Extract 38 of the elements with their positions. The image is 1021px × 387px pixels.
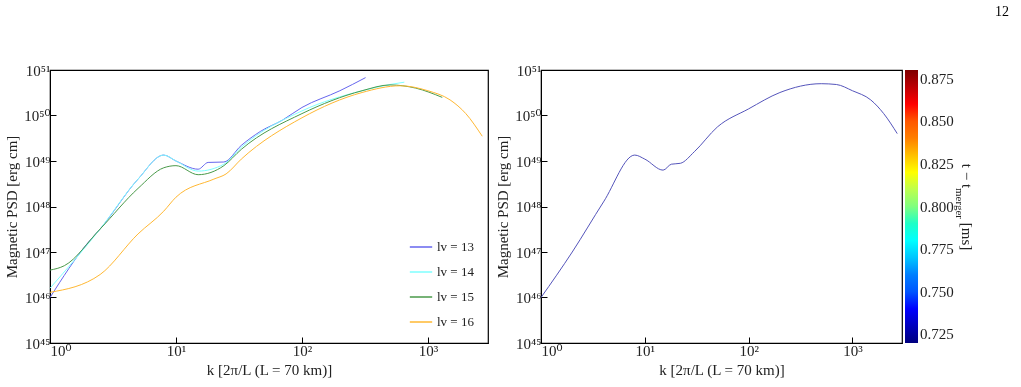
legend-label: lv = 14 (437, 264, 475, 279)
y-tick-label: 10⁴⁶ (25, 290, 51, 306)
y-axis-title: Magnetic PSD [erg cm] (495, 135, 512, 279)
y-tick-label: 10⁴⁶ (516, 290, 542, 306)
x-tick-label: 10⁰ (50, 342, 72, 359)
y-tick-label: 10⁵⁰ (515, 108, 542, 124)
y-tick-label: 10⁴⁸ (25, 199, 51, 215)
color-bar-label: 0.800 (920, 198, 954, 215)
y-tick-label: 10⁵⁰ (24, 108, 51, 124)
y-tick-label: 10⁴⁵ (516, 335, 542, 352)
x-tick-label: 10³ (843, 342, 864, 359)
color-bar-label: 0.850 (920, 113, 954, 130)
x-tick-label: 10² (292, 342, 313, 359)
y-tick-label: 10⁵¹ (516, 62, 542, 79)
x-tick-label: 10⁰ (541, 342, 563, 359)
color-bar-label: 0.775 (920, 241, 954, 258)
legend-label: lv = 15 (437, 289, 474, 304)
legend-label: lv = 16 (437, 314, 475, 329)
y-tick-label: 10⁴⁷ (25, 244, 51, 261)
x-tick-label: 10¹ (635, 342, 656, 359)
x-tick-label: 10¹ (166, 342, 187, 359)
color-bar-label: 0.825 (920, 155, 954, 172)
y-tick-label: 10⁴⁹ (25, 153, 51, 170)
y-tick-label: 10⁴⁵ (25, 335, 51, 352)
y-tick-label: 10⁴⁸ (516, 199, 542, 215)
y-tick-label: 10⁴⁷ (516, 244, 542, 261)
x-axis-title: k [2π/L (L = 70 km)] (659, 361, 785, 379)
color-bar-label: 0.875 (920, 70, 954, 87)
x-tick-label: 10² (739, 342, 760, 359)
color-bar-label: 0.750 (920, 283, 954, 300)
x-axis-title: k [2π/L (L = 70 km)] (206, 361, 333, 379)
color-bar-label: 0.725 (920, 326, 954, 343)
y-tick-label: 10⁵¹ (25, 62, 51, 79)
y-axis-title: Magnetic PSD [erg cm] (4, 135, 21, 279)
x-tick-label: 10³ (418, 342, 439, 359)
text: 12 (995, 4, 1009, 20)
y-tick-label: 10⁴⁹ (516, 153, 542, 170)
legend-label: lv = 13 (437, 239, 474, 254)
